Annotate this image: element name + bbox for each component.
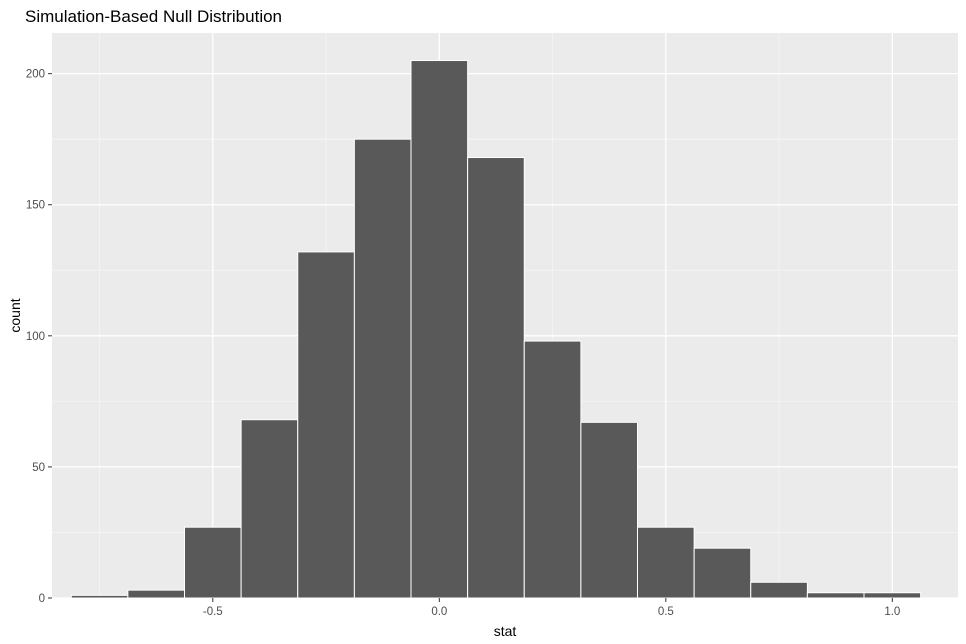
y-tick-label: 200	[26, 69, 45, 81]
x-tick-label: -0.5	[203, 606, 223, 618]
x-tick-label: 0.0	[431, 606, 447, 618]
histogram-bar	[806, 592, 865, 599]
histogram-bar	[353, 138, 412, 599]
histogram-bars	[70, 60, 922, 599]
histogram-bar	[297, 251, 355, 599]
histogram-bar	[580, 421, 639, 599]
x-tick-label: 0.5	[658, 606, 674, 618]
y-axis: 0 50 100 150 200	[26, 69, 52, 605]
chart-title: Simulation-Based Null Distribution	[25, 7, 282, 26]
histogram-bar	[70, 594, 129, 599]
y-tick-label: 150	[26, 200, 45, 212]
y-tick-label: 100	[26, 331, 45, 343]
histogram-bar	[693, 547, 752, 599]
x-axis-title: stat	[494, 623, 517, 639]
histogram-bar	[127, 589, 186, 599]
histogram-bar	[863, 592, 922, 599]
histogram-bar	[184, 526, 242, 599]
histogram-bar	[750, 581, 808, 599]
histogram-bar	[637, 526, 695, 599]
histogram-bar	[467, 157, 525, 599]
y-tick-label: 50	[32, 462, 45, 474]
histogram-bar	[410, 60, 469, 599]
x-axis: -0.5 0.0 0.5 1.0	[203, 598, 900, 618]
histogram-bar	[523, 340, 582, 599]
y-axis-title: count	[7, 298, 23, 332]
histogram-bar	[240, 419, 299, 599]
y-tick-label: 0	[39, 593, 45, 605]
x-tick-label: 1.0	[884, 606, 900, 618]
